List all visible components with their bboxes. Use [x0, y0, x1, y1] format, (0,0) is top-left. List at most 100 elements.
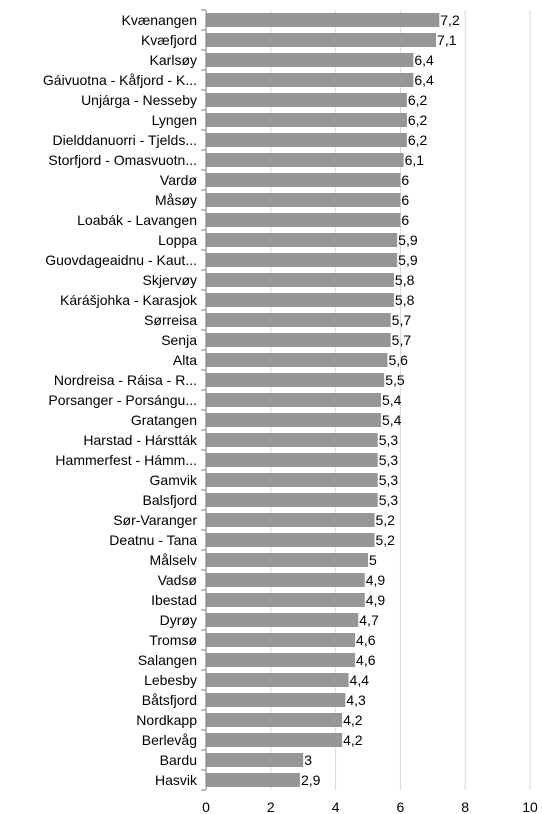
x-tick-label: 2 — [267, 799, 275, 814]
bar — [206, 753, 304, 767]
bar — [206, 213, 401, 227]
bar — [206, 413, 381, 427]
bar — [206, 613, 359, 627]
bar — [206, 433, 378, 447]
category-label: Alta — [173, 352, 197, 368]
data-label: 6 — [401, 212, 409, 228]
bar — [206, 153, 404, 167]
category-label: Guovdageaidnu - Kaut... — [45, 252, 197, 268]
bar — [206, 593, 365, 607]
category-label: Porsanger - Porsángu... — [48, 392, 197, 408]
category-label: Skjervøy — [143, 272, 197, 288]
category-label: Vardø — [160, 172, 198, 188]
data-label: 5,3 — [379, 472, 399, 488]
x-tick-label: 6 — [397, 799, 405, 814]
x-tick-label: 10 — [522, 799, 538, 814]
bar — [206, 313, 391, 327]
category-label: Hammerfest - Hámm... — [55, 452, 197, 468]
category-label: Deatnu - Tana — [109, 532, 197, 548]
data-label: 6,1 — [405, 152, 425, 168]
category-label: Ibestad — [151, 592, 197, 608]
bar — [206, 773, 300, 787]
category-label: Gáivuotna - Kåfjord - K... — [43, 72, 197, 88]
x-tick-labels: 0 2 4 6 8 10 — [202, 799, 538, 814]
category-label: Bardu — [160, 752, 197, 768]
x-tick-label: 8 — [461, 799, 469, 814]
category-label: Salangen — [138, 652, 197, 668]
x-tick-label: 4 — [332, 799, 340, 814]
category-label: Kárášjohka - Karasjok — [60, 292, 198, 308]
data-label: 6,4 — [414, 72, 434, 88]
category-label: Senja — [161, 332, 197, 348]
data-label: 5,7 — [392, 312, 412, 328]
data-label: 5,8 — [395, 272, 415, 288]
bar — [206, 133, 407, 147]
data-label: 6 — [401, 172, 409, 188]
data-label: 6,2 — [408, 92, 428, 108]
category-label: Karlsøy — [150, 52, 197, 68]
category-label: Nordkapp — [136, 712, 197, 728]
category-label: Balsfjord — [143, 492, 197, 508]
bar — [206, 353, 388, 367]
bar — [206, 573, 365, 587]
category-label: Gratangen — [131, 412, 197, 428]
category-label: Dielddanuorri - Tjelds... — [53, 132, 197, 148]
bar — [206, 333, 391, 347]
data-label: 4,9 — [366, 592, 386, 608]
data-label: 4,6 — [356, 632, 376, 648]
data-label: 4,2 — [343, 712, 363, 728]
bar — [206, 193, 401, 207]
category-label: Kvænangen — [121, 12, 197, 28]
bar — [206, 473, 378, 487]
category-label: Målselv — [150, 552, 197, 568]
data-label: 7,2 — [440, 12, 460, 28]
data-label: 5,6 — [388, 352, 408, 368]
bar — [206, 693, 346, 707]
data-label: 6,2 — [408, 132, 428, 148]
data-label: 4,4 — [350, 672, 370, 688]
data-label: 5,3 — [379, 492, 399, 508]
bar — [206, 553, 368, 567]
category-label: Dyrøy — [160, 612, 197, 628]
data-label: 6 — [401, 192, 409, 208]
bar — [206, 733, 343, 747]
category-label: Nordreisa - Ráisa - R... — [54, 372, 197, 388]
bar — [206, 493, 378, 507]
bar — [206, 453, 378, 467]
axes — [201, 9, 207, 791]
data-label: 5,7 — [392, 332, 412, 348]
bar — [206, 113, 407, 127]
bar — [206, 233, 398, 247]
bar — [206, 673, 349, 687]
data-label: 5,9 — [398, 232, 418, 248]
data-label: 5,5 — [385, 372, 405, 388]
category-label: Gamvik — [150, 472, 198, 488]
data-label: 5,9 — [398, 252, 418, 268]
data-label: 6,4 — [414, 52, 434, 68]
category-label: Berlevåg — [142, 732, 197, 748]
category-label: Hasvik — [155, 772, 198, 788]
category-labels: Kvænangen Kvæfjord Karlsøy Gáivuotna - Kåfj… — [43, 12, 198, 788]
data-label: 5,8 — [395, 292, 415, 308]
data-label: 5,4 — [382, 392, 402, 408]
category-label: Måsøy — [155, 192, 197, 208]
data-label: 5,3 — [379, 452, 399, 468]
data-label: 5,4 — [382, 412, 402, 428]
data-label: 5,2 — [375, 512, 395, 528]
data-label: 7,1 — [437, 32, 457, 48]
bar — [206, 33, 437, 47]
data-label: 5,2 — [375, 532, 395, 548]
data-label: 4,6 — [356, 652, 376, 668]
bar — [206, 93, 407, 107]
category-label: Sørreisa — [144, 312, 197, 328]
category-label: Båtsfjord — [142, 692, 197, 708]
bar — [206, 53, 414, 67]
bar — [206, 73, 414, 87]
bar — [206, 253, 398, 267]
bar — [206, 633, 356, 647]
value-labels: 7,27,16,46,46,26,26,26,16665,95,95,85,85… — [301, 12, 460, 788]
data-label: 4,7 — [359, 612, 379, 628]
bar — [206, 293, 394, 307]
bar — [206, 393, 381, 407]
